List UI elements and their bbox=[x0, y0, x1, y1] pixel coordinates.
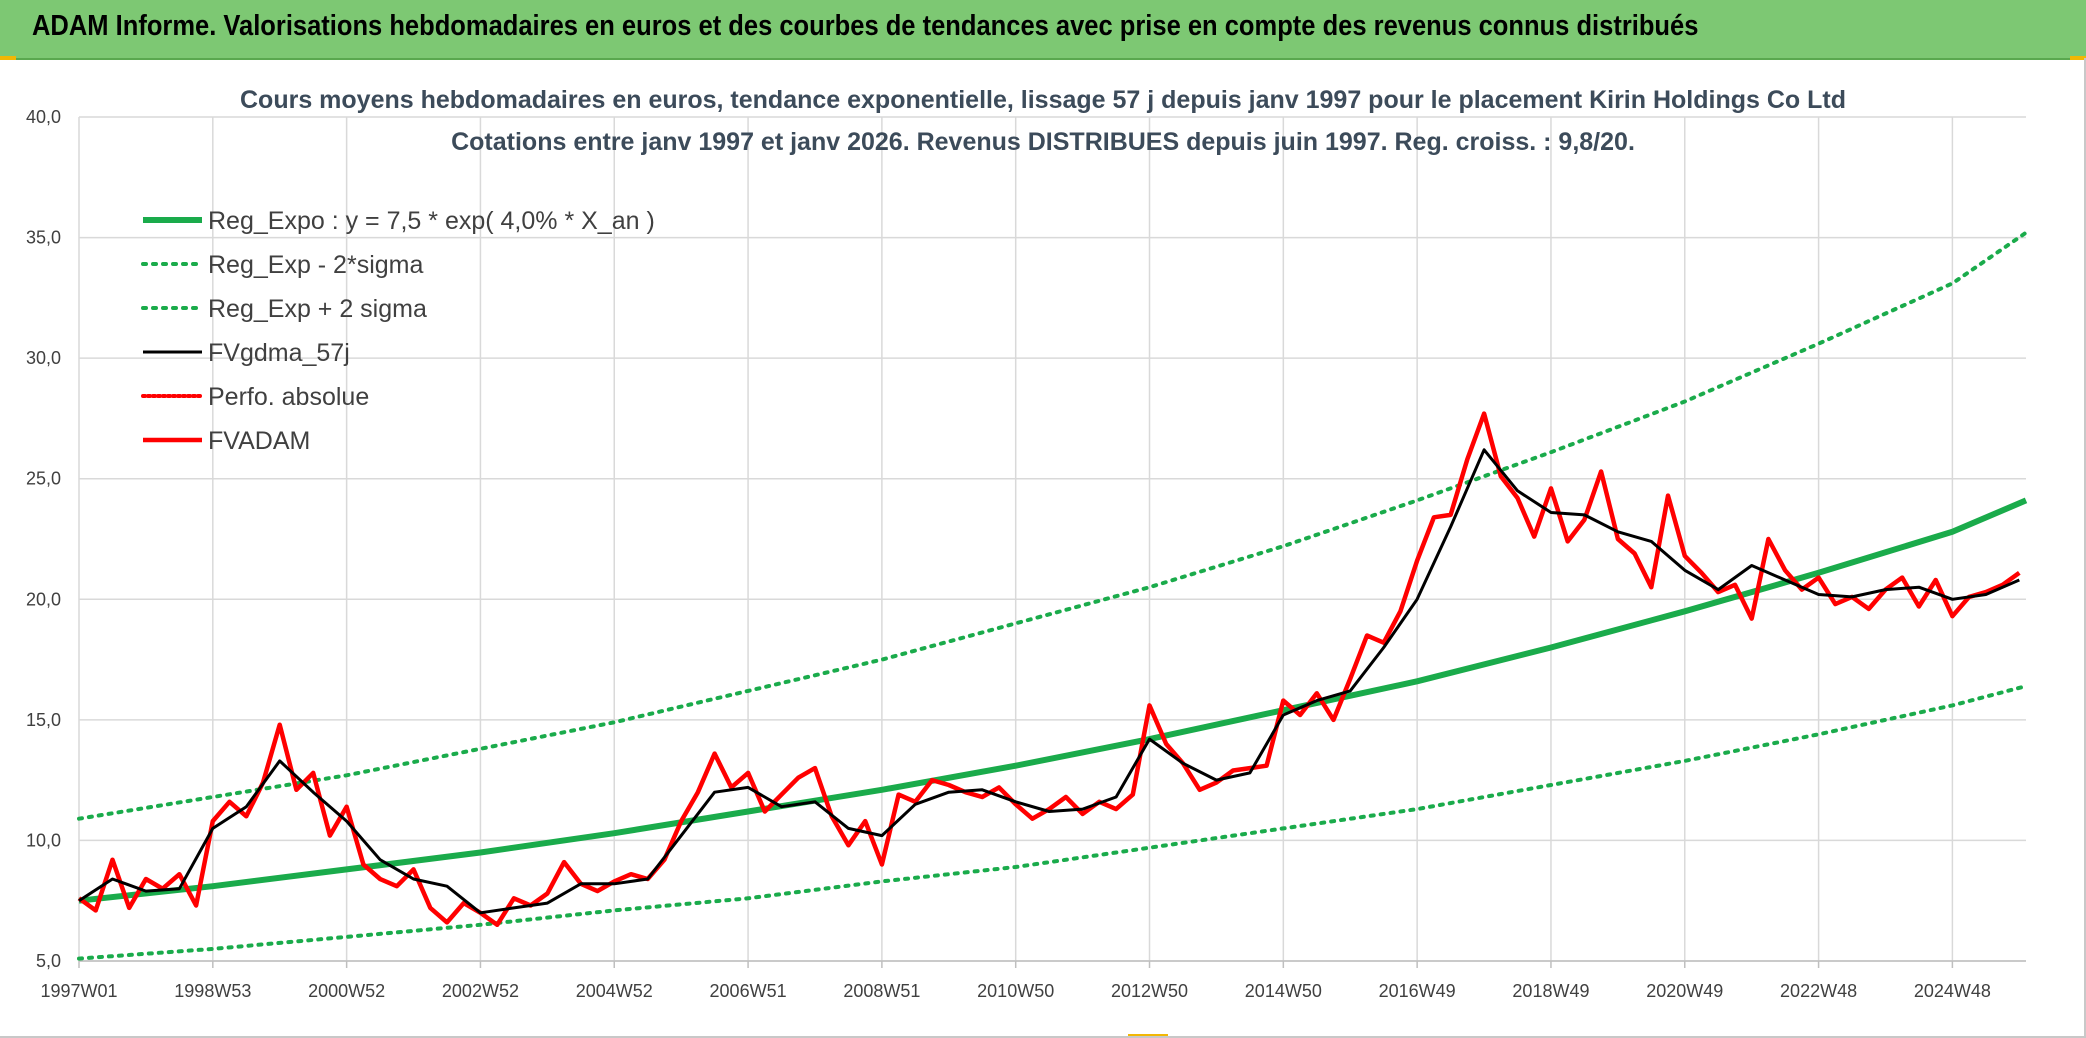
corner-accent-top-right bbox=[2070, 56, 2086, 60]
series-line-reg-exp-2-sigma bbox=[77, 684, 2028, 961]
y-axis-ticks: 5,0 10,0 15,0 20,0 25,0 30,0 35,0 40,0 bbox=[26, 107, 61, 971]
x-tick-label: 2010W50 bbox=[977, 981, 1054, 1001]
report-banner: ADAM Informe. Valorisations hebdomadaire… bbox=[0, 0, 2086, 60]
chart-subtitle: Cotations entre janv 1997 et janv 2026. … bbox=[451, 128, 1635, 156]
x-tick-label: 2018W49 bbox=[1512, 981, 1589, 1001]
x-tick-label: 1997W01 bbox=[40, 981, 117, 1001]
y-tick-label: 20,0 bbox=[26, 589, 61, 609]
x-tick-label: 2000W52 bbox=[308, 981, 385, 1001]
x-tick-label: 2014W50 bbox=[1245, 981, 1322, 1001]
legend-label-perfo-absolue: Perfo. absolue bbox=[208, 383, 369, 411]
corner-accent-top-left bbox=[0, 56, 16, 60]
series-line-reg-expo-y-7-5-exp-4-0-x-an bbox=[78, 497, 2028, 904]
y-tick-label: 35,0 bbox=[26, 228, 61, 248]
x-tick-label: 2006W51 bbox=[710, 981, 787, 1001]
y-tick-label: 15,0 bbox=[26, 710, 61, 730]
legend-label-reg-exp-2-sigma: Reg_Exp + 2 sigma bbox=[208, 295, 427, 323]
x-tick-label: 2016W49 bbox=[1379, 981, 1456, 1001]
chart-legend: Reg_Expo : y = 7,5 * exp( 4,0% * X_an ) R… bbox=[141, 207, 655, 455]
y-tick-label: 30,0 bbox=[26, 348, 61, 368]
chart-frame bbox=[0, 58, 2086, 1038]
series-line-reg-exp-2-sigma bbox=[77, 230, 2028, 821]
chart-title: Cours moyens hebdomadaires en euros, ten… bbox=[240, 86, 1846, 114]
legend-label-fvadam: FVADAM bbox=[208, 427, 310, 455]
x-tick-label: 2008W51 bbox=[843, 981, 920, 1001]
x-tick-label: 2020W49 bbox=[1646, 981, 1723, 1001]
y-tick-label: 40,0 bbox=[26, 107, 61, 127]
series-line-fvgdma-57j bbox=[78, 448, 2020, 915]
legend-label-reg-exp-2-sigma: Reg_Exp - 2*sigma bbox=[208, 251, 423, 279]
x-axis-ticks: 1997W01 1998W53 2000W52 2002W52 2004W52 2006W… bbox=[40, 981, 1990, 1001]
chart-grid bbox=[78, 116, 2026, 968]
legend-label-reg-expo-y-7-5-exp-4-0-x-an: Reg_Expo : y = 7,5 * exp( 4,0% * X_an ) bbox=[208, 207, 655, 235]
x-tick-label: 2024W48 bbox=[1914, 981, 1991, 1001]
legend-label-fvgdma-57j: FVgdma_57j bbox=[208, 339, 350, 367]
x-tick-label: 2022W48 bbox=[1780, 981, 1857, 1001]
chart-series bbox=[77, 230, 2028, 961]
y-tick-label: 5,0 bbox=[36, 951, 61, 971]
x-tick-label: 2004W52 bbox=[576, 981, 653, 1001]
y-tick-label: 10,0 bbox=[26, 830, 61, 850]
y-tick-label: 25,0 bbox=[26, 469, 61, 489]
series-line-fvadam bbox=[77, 411, 2021, 928]
report-title: ADAM Informe. Valorisations hebdomadaire… bbox=[32, 10, 1699, 42]
x-tick-label: 2002W52 bbox=[442, 981, 519, 1001]
x-tick-label: 2012W50 bbox=[1111, 981, 1188, 1001]
x-tick-label: 1998W53 bbox=[174, 981, 251, 1001]
